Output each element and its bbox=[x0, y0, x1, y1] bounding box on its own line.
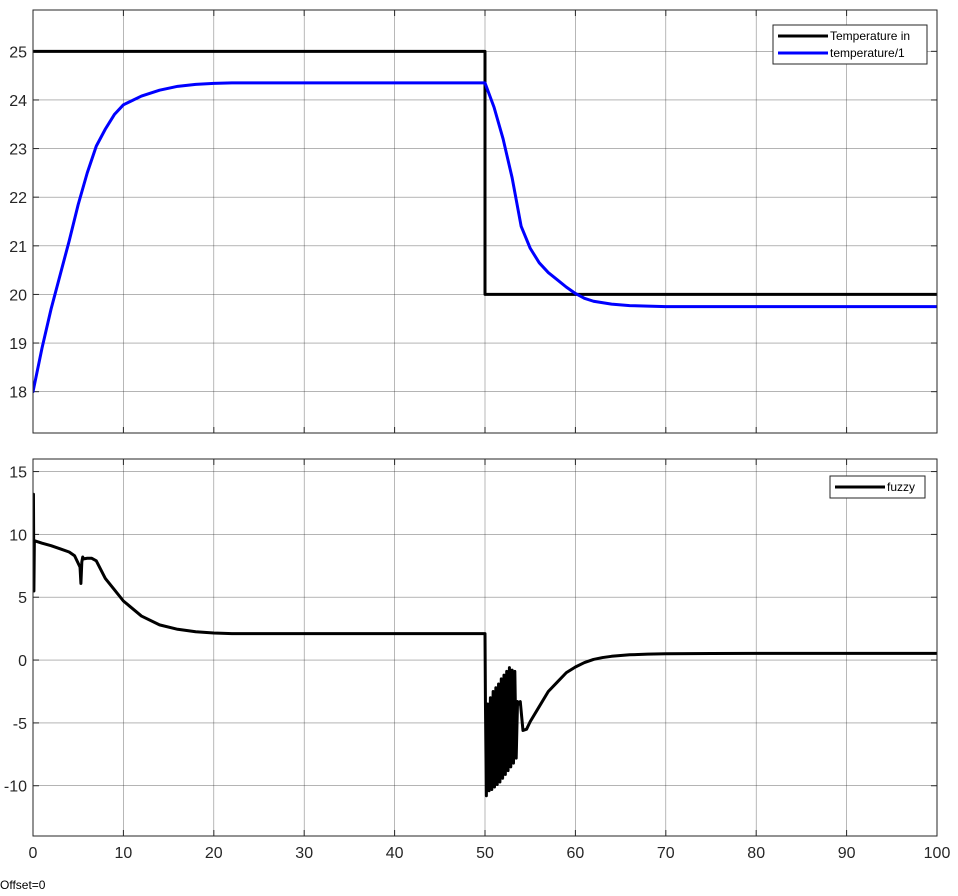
y-tick-label: 0 bbox=[18, 653, 27, 670]
x-tick-label: 10 bbox=[115, 845, 133, 862]
axes-box bbox=[32, 458, 938, 837]
series-line-temperature-in bbox=[33, 49, 937, 296]
series-line-fuzzy bbox=[33, 492, 937, 798]
y-tick-label: 23 bbox=[9, 142, 27, 159]
y-tick-label: 5 bbox=[18, 590, 27, 607]
x-tick-label: 20 bbox=[205, 845, 223, 862]
legend[interactable]: Temperature in temperature/1 bbox=[772, 24, 928, 65]
legend-label: temperature/1 bbox=[830, 46, 905, 60]
x-tick-label: 0 bbox=[29, 845, 38, 862]
x-tick-label: 50 bbox=[476, 845, 494, 862]
offset-label: Offset=0 bbox=[0, 878, 46, 892]
y-tick-label: 19 bbox=[9, 336, 27, 353]
x-tick-label: 100 bbox=[924, 845, 951, 862]
x-tick-label: 70 bbox=[657, 845, 675, 862]
series-group bbox=[33, 492, 937, 798]
ticks: 0 10 20 30 40 50 60 70 80 90 100 -10 -5 0 5 10 15 bbox=[4, 459, 951, 862]
y-tick-label: -5 bbox=[13, 716, 27, 733]
y-tick-label: 22 bbox=[9, 190, 27, 207]
x-tick-label: 30 bbox=[295, 845, 313, 862]
axes-box bbox=[32, 9, 938, 434]
y-tick-label: 25 bbox=[9, 44, 27, 61]
x-tick-label: 90 bbox=[838, 845, 856, 862]
series-group bbox=[33, 49, 937, 394]
top-axes: 18 19 20 21 22 23 24 25 Temperature in temperatur… bbox=[9, 9, 938, 434]
x-tick-label: 60 bbox=[567, 845, 585, 862]
y-tick-label: 20 bbox=[9, 287, 27, 304]
y-tick-label: -10 bbox=[4, 779, 27, 796]
x-tick-label: 40 bbox=[386, 845, 404, 862]
x-tick-label: 80 bbox=[747, 845, 765, 862]
y-tick-label: 24 bbox=[9, 93, 27, 110]
bottom-axes: 0 10 20 30 40 50 60 70 80 90 100 -10 -5 0 5 10 15 fuzzy bbox=[4, 458, 951, 862]
y-tick-label: 15 bbox=[9, 465, 27, 482]
y-tick-label: 18 bbox=[9, 385, 27, 402]
series-line-temperature-1 bbox=[33, 81, 937, 394]
legend-label: Temperature in bbox=[830, 29, 910, 43]
y-tick-label: 21 bbox=[9, 239, 27, 256]
ticks: 18 19 20 21 22 23 24 25 bbox=[9, 10, 938, 433]
legend-label: fuzzy bbox=[887, 480, 915, 494]
legend[interactable]: fuzzy bbox=[829, 475, 926, 499]
legend-box bbox=[772, 24, 928, 65]
y-tick-label: 10 bbox=[9, 527, 27, 544]
